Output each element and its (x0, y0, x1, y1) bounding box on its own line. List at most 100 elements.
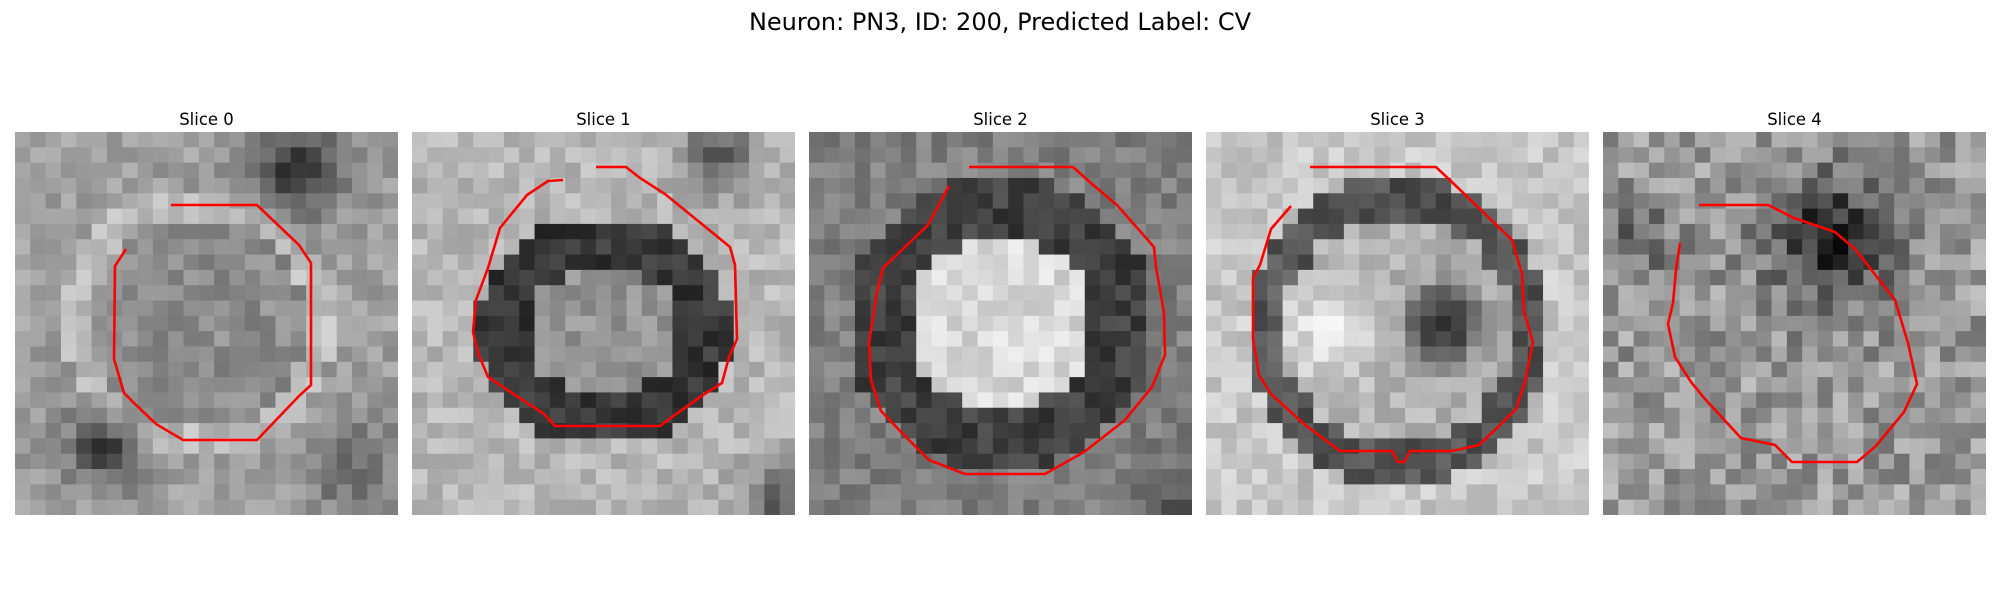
image-pixel (60, 331, 77, 348)
image-pixel (457, 438, 474, 455)
image-pixel (1359, 254, 1376, 271)
image-pixel (1633, 392, 1650, 409)
image-pixel (641, 407, 658, 424)
image-pixel (1115, 285, 1132, 302)
image-pixel (442, 177, 459, 194)
image-pixel (1023, 438, 1040, 455)
image-pixel (1267, 269, 1284, 286)
image-pixel (473, 254, 490, 271)
image-pixel (1328, 223, 1345, 240)
roi-contour (112, 203, 313, 442)
image-pixel (749, 438, 765, 455)
image-pixel (854, 423, 871, 439)
image-pixel (306, 438, 322, 455)
image-pixel (626, 315, 643, 332)
image-pixel (1451, 499, 1468, 515)
image-pixel (1161, 269, 1178, 286)
image-pixel (687, 285, 704, 302)
image-pixel (1543, 132, 1559, 148)
image-pixel (30, 269, 47, 286)
image-pixel (1618, 484, 1635, 501)
image-pixel (992, 193, 1009, 210)
image-pixel (641, 331, 658, 348)
image-pixel (412, 361, 428, 378)
image-pixel (839, 484, 856, 501)
image-pixel (1466, 361, 1483, 378)
image-pixel (152, 285, 169, 302)
image-pixel (1725, 147, 1742, 164)
image-pixel (1878, 407, 1895, 424)
image-pixel (1832, 392, 1849, 409)
image-pixel (1603, 469, 1619, 485)
image-pixel (214, 193, 231, 210)
image-pixel (1802, 438, 1819, 455)
image-pixel (137, 208, 154, 225)
image-pixel (306, 223, 322, 240)
image-pixel (1603, 269, 1619, 286)
image-pixel (1008, 132, 1025, 148)
image-pixel (275, 239, 292, 256)
image-pixel (1389, 377, 1406, 394)
image-pixel (1435, 423, 1452, 439)
image-pixel (1955, 193, 1972, 210)
image-pixel (977, 423, 994, 439)
image-pixel (703, 484, 719, 501)
image-pixel (1633, 499, 1650, 515)
image-pixel (870, 285, 887, 302)
image-pixel (1848, 239, 1865, 256)
image-pixel (1206, 223, 1222, 240)
image-pixel (1648, 162, 1665, 179)
image-pixel (687, 177, 704, 194)
image-pixel (718, 438, 735, 455)
image-pixel (1267, 147, 1284, 164)
image-pixel (1648, 208, 1665, 225)
image-pixel (703, 377, 719, 394)
image-pixel (1023, 208, 1040, 225)
image-pixel (137, 469, 154, 485)
image-pixel (1694, 315, 1711, 332)
image-pixel (1756, 392, 1773, 409)
image-pixel (1710, 208, 1727, 225)
image-pixel (229, 132, 246, 148)
image-pixel (1343, 300, 1360, 317)
image-pixel (641, 346, 658, 363)
image-pixel (1940, 208, 1956, 225)
image-pixel (1374, 484, 1391, 501)
image-pixel (703, 147, 719, 164)
image-pixel (1374, 254, 1391, 271)
image-pixel (1679, 239, 1696, 256)
image-pixel (854, 132, 871, 148)
image-pixel (1558, 331, 1575, 348)
image-pixel (306, 132, 322, 148)
image-pixel (1924, 438, 1941, 455)
image-pixel (1206, 407, 1222, 424)
image-pixel (1313, 315, 1330, 332)
image-pixel (244, 208, 261, 225)
image-pixel (1527, 254, 1544, 271)
image-pixel (1633, 346, 1650, 363)
roi-contour (1251, 165, 1535, 464)
image-pixel (1802, 423, 1819, 439)
image-pixel (1176, 453, 1192, 470)
image-pixel (565, 254, 582, 271)
image-pixel (1894, 147, 1910, 164)
image-pixel (519, 315, 536, 332)
image-pixel (1633, 254, 1650, 271)
image-pixel (1054, 193, 1071, 210)
image-pixel (1328, 147, 1345, 164)
image-pixel (106, 453, 123, 470)
image-pixel (1786, 193, 1803, 210)
image-pixel (1176, 177, 1192, 194)
image-pixel (977, 315, 994, 332)
image-pixel (854, 269, 871, 286)
image-pixel (992, 377, 1009, 394)
image-pixel (1374, 300, 1391, 317)
image-pixel (1297, 162, 1314, 179)
image-pixel (503, 285, 520, 302)
image-pixel (1664, 499, 1681, 515)
image-pixel (549, 438, 566, 455)
image-pixel (1130, 377, 1147, 394)
image-pixel (1725, 346, 1742, 363)
image-pixel (214, 147, 231, 164)
image-pixel (1756, 499, 1773, 515)
